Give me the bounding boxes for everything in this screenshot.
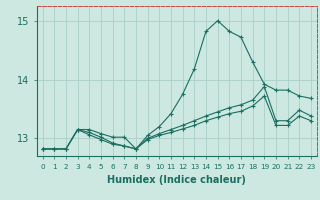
X-axis label: Humidex (Indice chaleur): Humidex (Indice chaleur) [108, 175, 246, 185]
